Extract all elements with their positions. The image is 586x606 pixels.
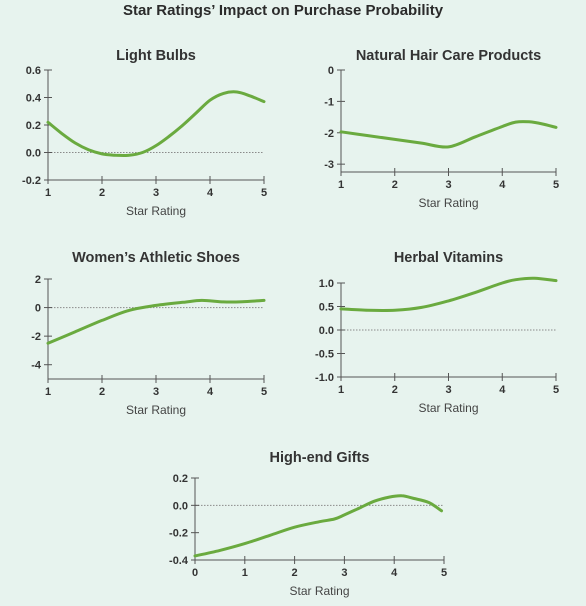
x-tick-label: 1 xyxy=(338,179,344,191)
main-title: Star Ratings’ Impact on Purchase Probabi… xyxy=(123,2,444,19)
y-tick-label: -1.0 xyxy=(315,372,334,384)
y-tick-label: 0 xyxy=(35,303,41,315)
y-tick-label: -2 xyxy=(324,128,334,140)
x-tick-label: 4 xyxy=(207,386,214,398)
chart-panel-1: Light Bulbs 0.6 0.4 0.2 0.0 -0.2 1 2 3 4 5 Star Rat… xyxy=(22,48,267,218)
y-tick-label: 0.0 xyxy=(26,148,41,160)
x-tick-label: 1 xyxy=(242,567,248,579)
series-line xyxy=(46,90,266,158)
x-tick-label: 5 xyxy=(261,386,267,398)
panel-title: Women’s Athletic Shoes xyxy=(72,250,240,266)
y-tick-label: -4 xyxy=(31,360,42,372)
y-tick-label: -0.2 xyxy=(169,528,188,540)
x-tick-label: 0 xyxy=(192,567,198,579)
y-tick-label: 0.2 xyxy=(26,120,41,132)
y-tick-label: 1.0 xyxy=(319,278,334,290)
y-tick-label: 2 xyxy=(35,274,41,286)
y-tick-label: -2 xyxy=(31,331,41,343)
series-line xyxy=(339,276,558,313)
x-tick-label: 3 xyxy=(341,567,347,579)
chart-panel-3: Women’s Athletic Shoes 2 0 -2 -4 1 2 3 4 5 Star Ra… xyxy=(31,250,267,417)
chart-panels: Light Bulbs 0.6 0.4 0.2 0.0 -0.2 1 2 3 4 5 Star Rat… xyxy=(22,48,559,598)
panel-title: Natural Hair Care Products xyxy=(356,48,541,64)
panel-title: Herbal Vitamins xyxy=(394,250,503,266)
series-line xyxy=(193,494,443,558)
x-tick-label: 4 xyxy=(391,567,398,579)
y-tick-label: -1 xyxy=(324,96,334,108)
y-tick-label: 0.0 xyxy=(319,325,334,337)
x-tick-label: 5 xyxy=(553,384,559,396)
y-tick-label: 0.4 xyxy=(26,93,42,105)
x-tick-label: 5 xyxy=(553,179,559,191)
x-tick-label: 3 xyxy=(153,187,159,199)
y-tick-label: -0.4 xyxy=(169,555,189,567)
x-axis-label: Star Rating xyxy=(126,403,186,417)
y-tick-label: 0 xyxy=(328,65,334,77)
y-tick-label: 0.0 xyxy=(173,500,188,512)
x-tick-label: 1 xyxy=(45,386,51,398)
series-line xyxy=(339,120,558,149)
x-tick-label: 2 xyxy=(99,187,105,199)
x-axis-label: Star Rating xyxy=(418,401,478,415)
panel-title: High-end Gifts xyxy=(270,450,370,466)
chart-panel-2: Natural Hair Care Products 0 -1 -2 -3 1 2 3 4 5 St… xyxy=(324,48,559,210)
x-tick-label: 2 xyxy=(99,386,105,398)
x-tick-label: 1 xyxy=(45,187,51,199)
x-axis-label: Star Rating xyxy=(289,584,349,598)
x-tick-label: 3 xyxy=(153,386,159,398)
y-tick-label: 0.5 xyxy=(319,302,334,314)
x-tick-label: 2 xyxy=(392,384,398,396)
x-tick-label: 2 xyxy=(392,179,398,191)
x-axis-label: Star Rating xyxy=(126,204,186,218)
x-tick-label: 5 xyxy=(441,567,447,579)
x-tick-label: 3 xyxy=(445,384,451,396)
chart-panel-4: Herbal Vitamins 1.0 0.5 0.0 -0.5 -1.0 1 2 3 4 5 Sta… xyxy=(315,250,559,415)
series-line xyxy=(46,298,266,345)
x-tick-label: 4 xyxy=(499,384,506,396)
x-tick-label: 4 xyxy=(207,187,214,199)
x-tick-label: 3 xyxy=(445,179,451,191)
chart-panel-5: High-end Gifts 0.2 0.0 -0.2 -0.40 1 2 3 4 5 Star R… xyxy=(169,450,447,598)
y-tick-label: -0.5 xyxy=(315,349,334,361)
y-tick-label: -0.2 xyxy=(22,175,41,187)
y-tick-label: -3 xyxy=(324,159,334,171)
x-tick-label: 4 xyxy=(499,179,506,191)
x-tick-label: 1 xyxy=(338,384,344,396)
y-tick-label: 0.6 xyxy=(26,65,41,77)
x-tick-label: 2 xyxy=(292,567,298,579)
panel-title: Light Bulbs xyxy=(116,48,196,64)
x-tick-label: 5 xyxy=(261,187,267,199)
x-axis-label: Star Rating xyxy=(418,196,478,210)
y-tick-label: 0.2 xyxy=(173,473,188,485)
